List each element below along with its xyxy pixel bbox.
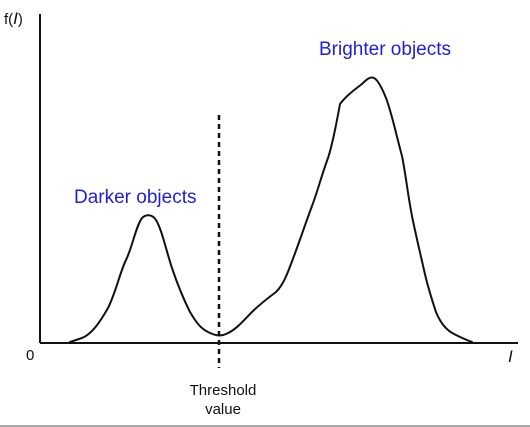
x-axis-label: I xyxy=(508,347,513,366)
brighter-objects-label: Brighter objects xyxy=(319,39,451,60)
threshold-label-line2: value xyxy=(205,401,241,418)
darker-objects-label: Darker objects xyxy=(74,187,197,208)
threshold-label-line1: Threshold xyxy=(190,382,257,399)
histogram-curve xyxy=(69,76,473,343)
y-axis-label: f(I) xyxy=(4,9,23,28)
origin-label: 0 xyxy=(26,347,34,364)
